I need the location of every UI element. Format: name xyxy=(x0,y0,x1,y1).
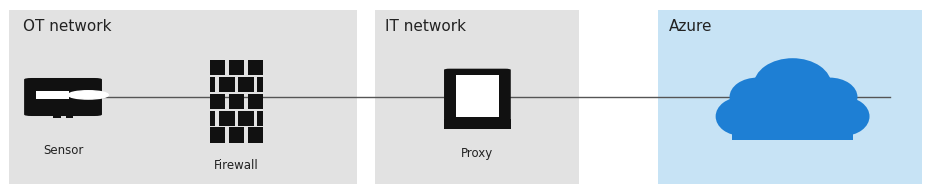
Bar xyxy=(258,77,263,92)
Ellipse shape xyxy=(730,78,785,116)
Bar xyxy=(210,127,225,143)
Bar xyxy=(53,114,60,118)
Bar xyxy=(248,127,263,143)
Bar xyxy=(238,77,254,92)
Ellipse shape xyxy=(716,97,768,136)
Ellipse shape xyxy=(802,78,857,116)
Bar xyxy=(258,111,263,126)
Text: IT network: IT network xyxy=(385,19,465,34)
Bar xyxy=(732,113,853,140)
Text: Azure: Azure xyxy=(669,19,713,34)
Bar xyxy=(248,60,263,75)
Bar xyxy=(229,94,244,109)
Bar xyxy=(72,92,103,98)
Text: Proxy: Proxy xyxy=(462,147,493,160)
Bar xyxy=(444,119,511,130)
Bar xyxy=(210,94,225,109)
Bar xyxy=(229,60,244,75)
Ellipse shape xyxy=(754,58,832,113)
Bar xyxy=(229,127,244,143)
Bar xyxy=(219,111,235,126)
Bar xyxy=(219,77,235,92)
FancyBboxPatch shape xyxy=(444,69,511,120)
Bar xyxy=(238,111,254,126)
Bar xyxy=(210,77,215,92)
Bar xyxy=(375,10,579,184)
FancyBboxPatch shape xyxy=(24,78,102,116)
Bar xyxy=(36,91,69,99)
Text: OT network: OT network xyxy=(23,19,111,34)
Bar xyxy=(456,75,499,117)
Ellipse shape xyxy=(818,97,870,136)
Bar xyxy=(658,10,922,184)
Bar xyxy=(210,60,225,75)
Text: Sensor: Sensor xyxy=(43,144,83,157)
Circle shape xyxy=(69,91,108,99)
Text: Firewall: Firewall xyxy=(214,159,259,172)
Bar xyxy=(9,10,357,184)
Bar xyxy=(210,111,215,126)
Bar xyxy=(248,94,263,109)
Ellipse shape xyxy=(756,97,830,136)
Bar xyxy=(66,114,73,118)
